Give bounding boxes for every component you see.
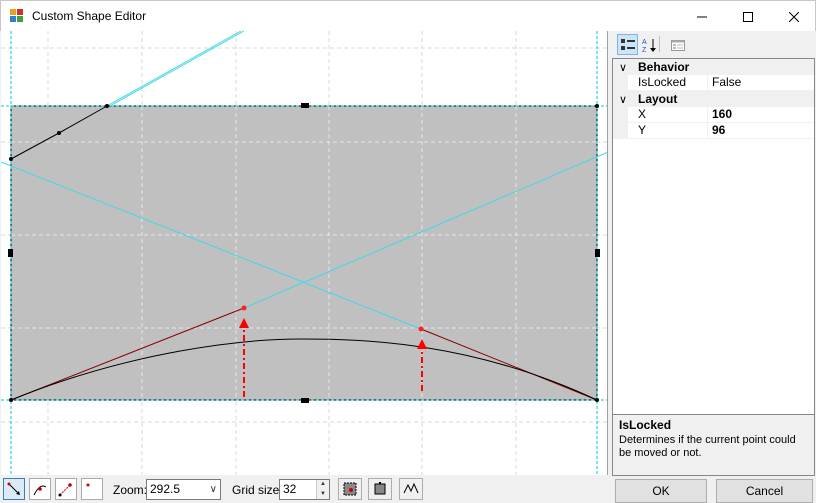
property-pages-button[interactable] [667, 34, 688, 55]
resize-handles[interactable] [8, 103, 600, 403]
categorized-icon [620, 38, 635, 50]
select-point-tool-button[interactable] [3, 478, 25, 500]
minimize-icon [697, 16, 707, 17]
shape-points[interactable] [9, 104, 599, 402]
stepper-buttons[interactable]: ▲ ▼ [316, 480, 329, 499]
category-behavior[interactable]: ∨ Behavior [613, 59, 814, 75]
zoom-value: 292.5 [150, 482, 181, 496]
property-value[interactable]: False [712, 75, 742, 89]
description-title: IsLocked [619, 418, 672, 432]
property-list: ∨ Behavior IsLocked False ∨ Layout X 160… [612, 58, 815, 442]
arrow-head-2 [417, 339, 427, 349]
property-name: IsLocked [628, 75, 708, 90]
curve-shape-icon [403, 482, 419, 494]
snap-to-grid-button[interactable] [338, 478, 362, 500]
stepper-up-icon[interactable]: ▲ [320, 481, 326, 487]
snap-grid-icon [343, 482, 357, 496]
alphabetical-icon: A Z [642, 38, 656, 53]
app-icon [10, 9, 23, 22]
chevron-down-icon[interactable]: ∨ [619, 62, 628, 74]
control-points[interactable] [241, 305, 424, 332]
stepper-down-icon[interactable]: ▼ [320, 490, 326, 497]
chevron-down-icon[interactable]: ∨ [619, 94, 628, 106]
property-name: Y [628, 123, 708, 138]
title-bar: Custom Shape Editor [0, 0, 816, 31]
description-panel: IsLocked Determines if the current point… [612, 414, 815, 476]
property-value[interactable]: 96 [712, 123, 726, 137]
select-point-tool-icon [7, 482, 20, 495]
property-grid: A Z ∨ Behavior IsLocked False ∨ [612, 31, 815, 476]
ok-button[interactable]: OK [615, 479, 707, 503]
bezier-curve[interactable] [10, 338, 598, 401]
blank-tool-button[interactable] [81, 478, 103, 500]
property-row-y[interactable]: Y 96 [613, 123, 814, 139]
tangent-guides [1, 31, 607, 330]
shape-bounds-icon [374, 482, 386, 495]
bottom-toolbar: Zoom: 292.5 ∨ Grid size: 32 ▲ ▼ OK Cance… [0, 476, 816, 503]
shape-bounds[interactable] [10, 105, 598, 401]
shape-grid [11, 106, 597, 400]
category-label: Layout [638, 92, 678, 106]
grid-size-value: 32 [283, 482, 297, 496]
control-lines [10, 307, 598, 401]
chevron-down-icon[interactable]: ∨ [209, 484, 217, 495]
property-row-islocked[interactable]: IsLocked False [613, 75, 814, 91]
cancel-button[interactable]: Cancel [716, 479, 813, 503]
window-title: Custom Shape Editor [32, 9, 147, 23]
maximize-icon [743, 11, 753, 22]
shape-bounds-button[interactable] [368, 478, 392, 500]
category-label: Behavior [638, 60, 690, 74]
property-row-x[interactable]: X 160 [613, 107, 814, 123]
bezier-tool-button[interactable] [55, 478, 77, 500]
zoom-label: Zoom: [113, 483, 148, 497]
canvas-drawing[interactable] [1, 31, 608, 475]
close-icon [789, 11, 799, 22]
bezier-tool-icon [58, 483, 72, 497]
property-toolbar: A Z [612, 31, 815, 57]
property-value[interactable]: 160 [712, 107, 733, 121]
shape-canvas[interactable] [1, 31, 608, 475]
add-point-tool-button[interactable] [29, 478, 51, 500]
grid-size-label: Grid size: [232, 483, 283, 497]
property-pages-icon [670, 39, 685, 51]
maximize-button[interactable] [725, 1, 771, 32]
arrow-head-1 [239, 318, 249, 328]
toolbar-separator [659, 36, 660, 52]
property-name: X [628, 107, 708, 122]
description-text: Determines if the current point could be… [619, 434, 796, 459]
add-point-tool-icon [33, 485, 47, 496]
category-layout[interactable]: ∨ Layout [613, 91, 814, 107]
categorized-button[interactable] [617, 34, 638, 55]
grid-size-stepper[interactable]: 32 ▲ ▼ [279, 479, 330, 500]
move-arrows [243, 323, 423, 397]
minimize-button[interactable] [679, 1, 725, 32]
curve-shape-button[interactable] [399, 478, 423, 500]
svg-text:A: A [642, 39, 647, 46]
zoom-select[interactable]: 292.5 ∨ [146, 479, 221, 500]
svg-text:Z: Z [642, 47, 647, 53]
alphabetical-button[interactable]: A Z [638, 34, 659, 55]
close-button[interactable] [771, 1, 816, 32]
blank-tool-icon [86, 483, 90, 487]
